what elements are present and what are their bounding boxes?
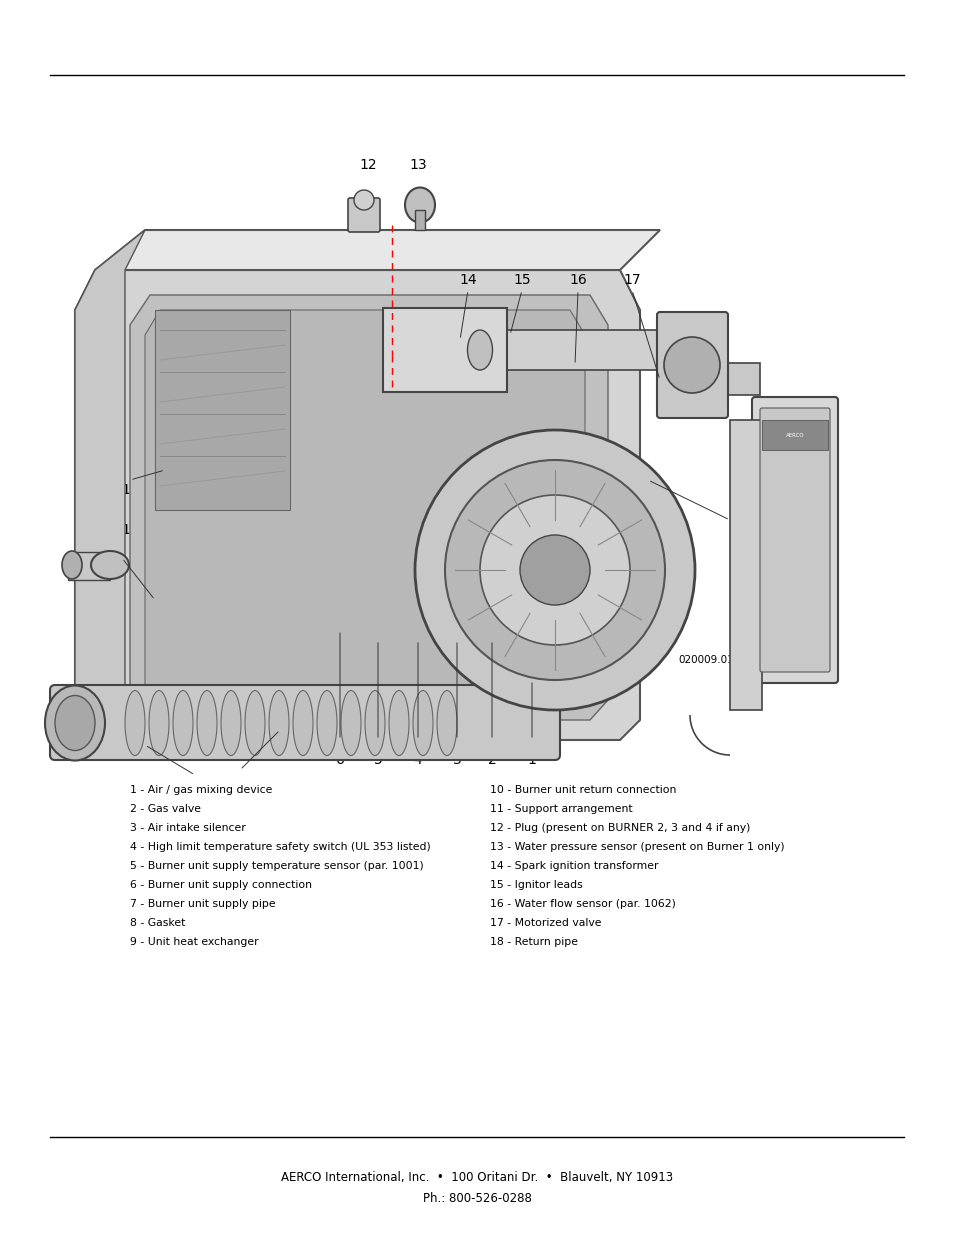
Ellipse shape <box>340 690 360 756</box>
Text: 10: 10 <box>121 522 139 537</box>
Ellipse shape <box>196 690 216 756</box>
Text: 4 - High limit temperature safety switch (UL 353 listed): 4 - High limit temperature safety switch… <box>130 842 431 852</box>
Text: 11 - Support arrangement: 11 - Support arrangement <box>490 804 632 814</box>
Bar <box>68 552 110 580</box>
Bar <box>761 420 827 450</box>
Ellipse shape <box>436 690 456 756</box>
FancyBboxPatch shape <box>50 685 559 760</box>
Circle shape <box>444 459 664 680</box>
Ellipse shape <box>389 690 409 756</box>
Text: 11: 11 <box>121 483 139 496</box>
Ellipse shape <box>467 330 492 370</box>
Text: 18 - Return pipe: 18 - Return pipe <box>490 937 578 947</box>
Ellipse shape <box>316 690 336 756</box>
Text: 10 - Burner unit return connection: 10 - Burner unit return connection <box>490 785 676 795</box>
Ellipse shape <box>413 690 433 756</box>
Text: 12: 12 <box>359 158 376 172</box>
Ellipse shape <box>405 188 435 222</box>
Text: 7: 7 <box>235 703 244 718</box>
Text: 12 - Plug (present on BURNER 2, 3 and 4 if any): 12 - Plug (present on BURNER 2, 3 and 4 … <box>490 823 750 832</box>
Text: 020009.01.004: 020009.01.004 <box>678 655 757 664</box>
Text: 7 - Burner unit supply pipe: 7 - Burner unit supply pipe <box>130 899 275 909</box>
Text: 14: 14 <box>458 273 476 287</box>
Circle shape <box>479 495 629 645</box>
Circle shape <box>519 535 589 605</box>
Ellipse shape <box>172 690 193 756</box>
Text: AERCO International, Inc.  •  100 Oritani Dr.  •  Blauvelt, NY 10913: AERCO International, Inc. • 100 Oritani … <box>280 1171 673 1183</box>
FancyBboxPatch shape <box>657 312 727 417</box>
Text: 3 - Air intake silencer: 3 - Air intake silencer <box>130 823 246 832</box>
Ellipse shape <box>55 695 95 751</box>
Ellipse shape <box>221 690 241 756</box>
Polygon shape <box>75 270 639 740</box>
Bar <box>415 210 424 230</box>
Text: 6: 6 <box>335 753 344 767</box>
Text: 5: 5 <box>374 753 382 767</box>
Text: 13 - Water pressure sensor (present on Burner 1 only): 13 - Water pressure sensor (present on B… <box>490 842 783 852</box>
Text: 15 - Ignitor leads: 15 - Ignitor leads <box>490 881 582 890</box>
Text: 1 - Air / gas mixing device: 1 - Air / gas mixing device <box>130 785 273 795</box>
Circle shape <box>415 430 695 710</box>
FancyBboxPatch shape <box>348 198 379 232</box>
Ellipse shape <box>45 685 105 761</box>
Bar <box>684 363 760 395</box>
FancyBboxPatch shape <box>382 308 506 391</box>
Text: 6 - Burner unit supply connection: 6 - Burner unit supply connection <box>130 881 312 890</box>
Text: 18: 18 <box>639 483 657 496</box>
Ellipse shape <box>62 551 82 579</box>
Text: 8 - Gasket: 8 - Gasket <box>130 918 185 927</box>
Text: 16 - Water flow sensor (par. 1062): 16 - Water flow sensor (par. 1062) <box>490 899 675 909</box>
Bar <box>684 335 714 395</box>
Ellipse shape <box>354 190 374 210</box>
Ellipse shape <box>269 690 289 756</box>
Text: 5 - Burner unit supply temperature sensor (par. 1001): 5 - Burner unit supply temperature senso… <box>130 861 423 871</box>
Ellipse shape <box>245 690 265 756</box>
Text: 14 - Spark ignition transformer: 14 - Spark ignition transformer <box>490 861 658 871</box>
Polygon shape <box>145 310 584 705</box>
Polygon shape <box>75 230 145 720</box>
Ellipse shape <box>91 551 129 579</box>
Ellipse shape <box>365 690 385 756</box>
Circle shape <box>663 337 720 393</box>
Text: 17: 17 <box>622 273 640 287</box>
Text: 15: 15 <box>513 273 530 287</box>
Bar <box>729 420 761 710</box>
Text: 2: 2 <box>487 753 496 767</box>
Text: 3: 3 <box>452 753 461 767</box>
Polygon shape <box>130 295 607 720</box>
Text: 8: 8 <box>191 673 199 687</box>
FancyBboxPatch shape <box>760 408 829 672</box>
Text: 9 - Unit heat exchanger: 9 - Unit heat exchanger <box>130 937 258 947</box>
Polygon shape <box>95 230 659 270</box>
FancyBboxPatch shape <box>751 396 837 683</box>
Text: 13: 13 <box>409 158 426 172</box>
Ellipse shape <box>125 690 145 756</box>
Polygon shape <box>154 310 290 510</box>
Text: AERCO: AERCO <box>785 432 803 437</box>
Text: 9: 9 <box>117 561 127 576</box>
Text: 17 - Motorized valve: 17 - Motorized valve <box>490 918 601 927</box>
Text: 16: 16 <box>569 273 586 287</box>
Bar <box>479 330 684 370</box>
Text: 4: 4 <box>414 753 422 767</box>
Text: 1: 1 <box>527 753 536 767</box>
Text: 2 - Gas valve: 2 - Gas valve <box>130 804 201 814</box>
Text: Ph.: 800-526-0288: Ph.: 800-526-0288 <box>422 1193 531 1205</box>
Ellipse shape <box>293 690 313 756</box>
Ellipse shape <box>149 690 169 756</box>
